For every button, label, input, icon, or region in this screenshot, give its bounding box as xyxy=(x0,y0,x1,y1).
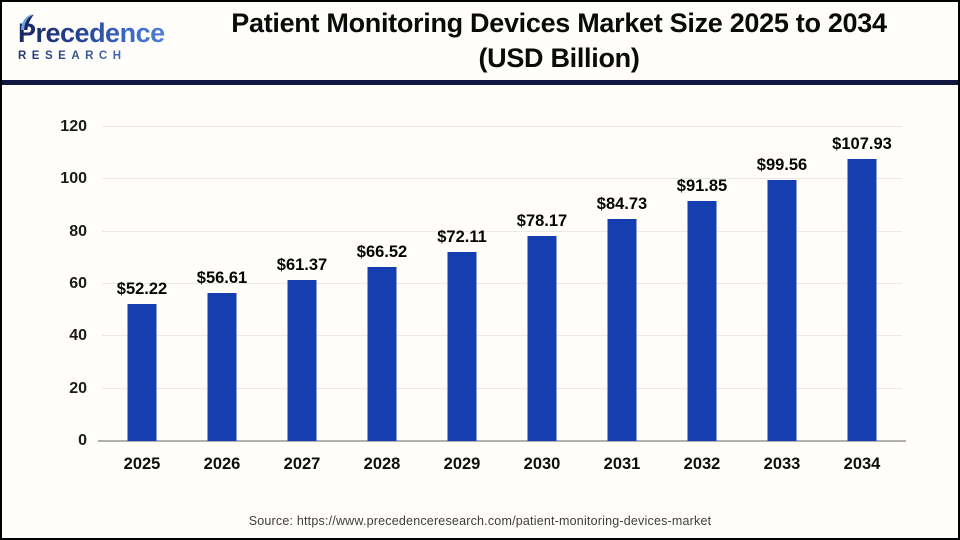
y-tick-label-100: 100 xyxy=(60,170,87,187)
value-label-2027: $61.37 xyxy=(276,255,328,274)
title-line-2: (USD Billion) xyxy=(478,43,640,73)
bar-2026 xyxy=(207,293,237,441)
bar-2034 xyxy=(847,159,877,441)
source-line: Source: https://www.precedenceresearch.c… xyxy=(248,514,712,528)
bar-group-2034: $107.93 2034 xyxy=(822,127,902,472)
title-line-1: Patient Monitoring Devices Market Size 2… xyxy=(231,8,887,38)
header: Precedence RESEARCH Patient Monitoring D… xyxy=(2,2,958,80)
value-label-2033: $99.56 xyxy=(756,155,808,174)
x-tick-label-2026: 2026 xyxy=(203,455,241,473)
value-label-2025: $52.22 xyxy=(116,279,168,298)
value-label-2032: $91.85 xyxy=(676,176,728,195)
bar-group-2029: $72.11 2029 xyxy=(422,127,502,472)
gridline-20 xyxy=(102,388,902,389)
gridline-120 xyxy=(102,126,902,127)
y-tick-label-60: 60 xyxy=(69,275,87,292)
bar-group-2028: $66.52 2028 xyxy=(342,127,422,472)
bar-2029 xyxy=(447,252,477,441)
bar-2033 xyxy=(767,180,797,441)
bar-2027 xyxy=(287,280,317,441)
gridline-80 xyxy=(102,231,902,232)
bar-2030 xyxy=(527,236,557,441)
x-tick-label-2034: 2034 xyxy=(843,455,881,473)
logo-subtext: RESEARCH xyxy=(18,50,174,62)
x-tick-label-2029: 2029 xyxy=(443,455,481,473)
x-tick-label-2033: 2033 xyxy=(763,455,801,473)
x-tick-label-2025: 2025 xyxy=(123,455,161,473)
bar-2031 xyxy=(607,219,637,441)
chart-area: 0 20 40 60 80 100 120 $52.22 2025 $56.61 2026 $61.3… xyxy=(2,85,958,509)
x-tick-label-2031: 2031 xyxy=(603,455,641,473)
page-title: Patient Monitoring Devices Market Size 2… xyxy=(174,6,944,76)
bar-group-2025: $52.22 2025 xyxy=(102,127,182,472)
value-label-2029: $72.11 xyxy=(437,227,487,246)
value-label-2031: $84.73 xyxy=(596,194,648,213)
bar-2025 xyxy=(127,304,157,441)
x-tick-label-2027: 2027 xyxy=(283,455,321,473)
y-tick-label-40: 40 xyxy=(69,327,87,344)
logo-brand-row: Precedence xyxy=(18,14,174,48)
x-tick-label-2028: 2028 xyxy=(363,455,401,473)
y-tick-label-80: 80 xyxy=(69,223,87,240)
x-tick-label-2032: 2032 xyxy=(683,455,721,473)
bar-group-2033: $99.56 2033 xyxy=(742,127,822,472)
value-label-2034: $107.93 xyxy=(832,134,892,153)
bar-2028 xyxy=(367,267,397,441)
logo-brand-text: Precedence xyxy=(18,18,165,48)
bar-group-2027: $61.37 2027 xyxy=(262,127,342,472)
bar-chart-plot: 0 20 40 60 80 100 120 $52.22 2025 $56.61 2026 $61.3… xyxy=(60,119,906,472)
bar-group-2026: $56.61 2026 xyxy=(182,127,262,472)
gridline-40 xyxy=(102,335,902,336)
gridline-100 xyxy=(102,178,902,179)
x-axis-line xyxy=(98,440,906,442)
bar-2032 xyxy=(687,201,717,441)
header-divider xyxy=(2,80,958,85)
value-label-2028: $66.52 xyxy=(356,242,408,261)
bar-group-2031: $84.73 2031 xyxy=(582,127,662,472)
bar-group-2032: $91.85 2032 xyxy=(662,127,742,472)
value-label-2026: $56.61 xyxy=(196,268,248,287)
y-tick-label-0: 0 xyxy=(78,432,87,449)
value-label-2030: $78.17 xyxy=(516,211,568,230)
bar-group-2030: $78.17 2030 xyxy=(502,127,582,472)
y-tick-label-20: 20 xyxy=(69,380,87,397)
precedence-research-logo: Precedence RESEARCH xyxy=(18,14,174,62)
x-tick-label-2030: 2030 xyxy=(523,455,561,473)
gridline-60 xyxy=(102,283,902,284)
y-tick-label-120: 120 xyxy=(60,118,87,135)
